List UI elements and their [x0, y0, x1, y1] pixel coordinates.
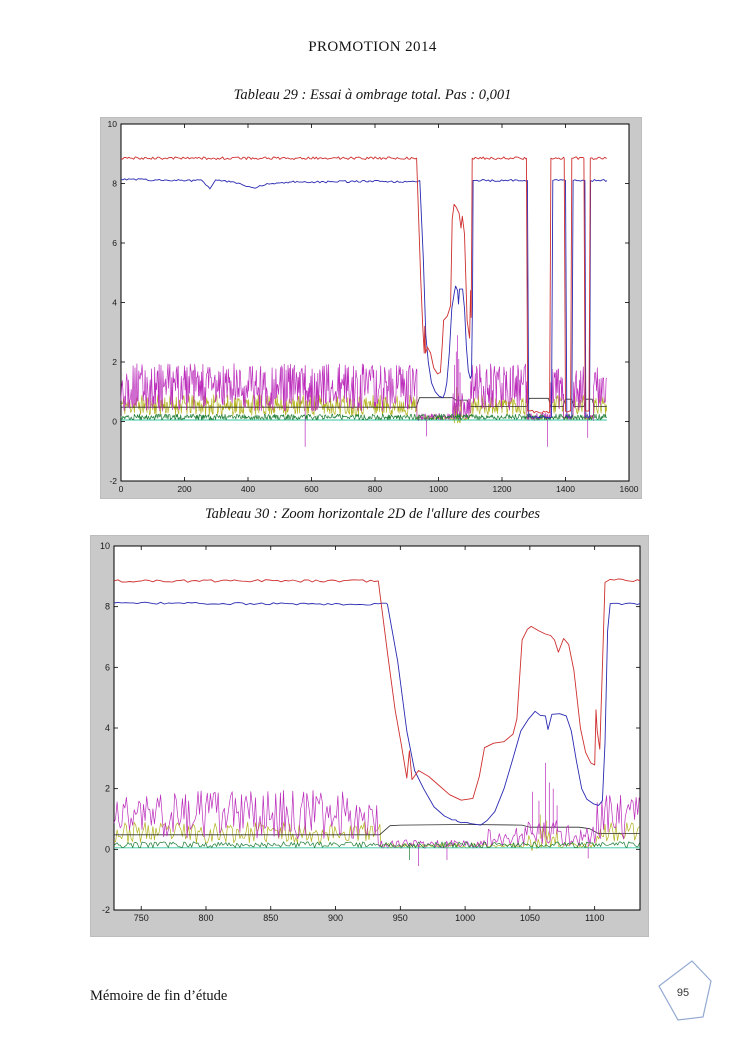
svg-text:6: 6 [112, 238, 117, 248]
svg-text:4: 4 [112, 298, 117, 308]
svg-text:4: 4 [105, 723, 110, 733]
svg-text:-2: -2 [109, 476, 117, 486]
chart-plot: 750 800 850 900 950 1000 1050 1100 -2 0 2 4 6 8 10 [100, 541, 641, 923]
chart-tableau-29-figure: 0 200 400 600 800 1000 1200 1400 1600 -2 0 2 4 6 8 10 [100, 117, 642, 499]
chart-tableau-30-figure: 750 800 850 900 950 1000 1050 1100 -2 0 2 4 6 8 10 [90, 535, 649, 937]
page-number: 95 [677, 987, 689, 999]
pentagon-icon: 95 [658, 960, 712, 1021]
svg-text:600: 600 [304, 484, 318, 494]
svg-text:800: 800 [198, 913, 213, 923]
svg-text:6: 6 [105, 662, 110, 672]
svg-text:1600: 1600 [620, 484, 639, 494]
page-header: PROMOTION 2014 [308, 39, 437, 55]
caption-tableau-29: Tableau 29 : Essai à ombrage total. Pas … [233, 87, 512, 103]
svg-text:0: 0 [119, 484, 124, 494]
series-blue-curve [120, 178, 608, 419]
svg-text:-2: -2 [102, 905, 110, 915]
series-blue-curve [113, 601, 641, 826]
svg-text:1050: 1050 [520, 913, 540, 923]
svg-text:10: 10 [100, 541, 110, 551]
svg-text:1000: 1000 [429, 484, 448, 494]
svg-text:1100: 1100 [585, 913, 604, 923]
svg-text:400: 400 [241, 484, 255, 494]
svg-text:10: 10 [108, 119, 118, 129]
svg-text:1400: 1400 [556, 484, 575, 494]
svg-text:8: 8 [105, 602, 110, 612]
svg-text:2: 2 [112, 357, 117, 367]
series-green-noise [120, 413, 607, 421]
series-green-noise [113, 841, 640, 849]
series-magenta-noise [113, 790, 640, 849]
svg-text:750: 750 [134, 913, 149, 923]
svg-text:950: 950 [393, 913, 408, 923]
svg-text:200: 200 [177, 484, 191, 494]
page-number-badge: 95 [657, 960, 713, 1022]
svg-text:800: 800 [368, 484, 382, 494]
svg-text:0: 0 [112, 417, 117, 427]
svg-text:0: 0 [105, 844, 110, 854]
svg-text:850: 850 [263, 913, 278, 923]
series-red-curve [120, 156, 607, 414]
svg-text:1200: 1200 [493, 484, 512, 494]
series-red-curve [113, 578, 641, 801]
footer-text: Mémoire de fin d’étude [90, 988, 228, 1004]
series-magenta-noise [120, 363, 608, 422]
svg-text:8: 8 [112, 179, 117, 189]
svg-text:1000: 1000 [455, 913, 475, 923]
svg-text:900: 900 [328, 913, 343, 923]
svg-text:2: 2 [105, 784, 110, 794]
caption-tableau-30: Tableau 30 : Zoom horizontale 2D de l'al… [204, 506, 541, 522]
